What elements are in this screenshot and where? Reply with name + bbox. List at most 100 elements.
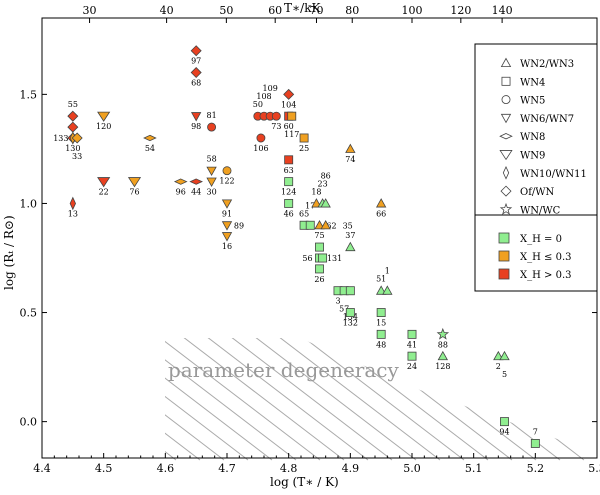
data-point <box>377 330 385 338</box>
hatch-line <box>198 330 368 460</box>
data-point <box>377 308 385 316</box>
point-label: 131 <box>327 254 342 263</box>
top-tick-label: 50 <box>219 4 233 17</box>
point-label: 63 <box>284 166 294 175</box>
data-point <box>377 199 386 207</box>
hatch-line <box>318 330 488 460</box>
point-label: 46 <box>284 209 294 218</box>
point-label: 30 <box>206 188 216 197</box>
data-point <box>223 200 232 208</box>
point-label: 128 <box>435 362 450 371</box>
point-label: 132 <box>343 319 358 328</box>
data-point <box>129 178 141 187</box>
y-tick-label: 1.5 <box>20 88 38 101</box>
legend-symbol <box>502 96 510 104</box>
legend-swatch <box>499 233 509 243</box>
point-label: 109 <box>263 84 278 93</box>
data-point <box>500 418 508 426</box>
data-point <box>438 352 447 360</box>
hatch-line <box>294 330 464 460</box>
point-label: 24 <box>407 362 417 371</box>
hatch-line <box>6 330 176 460</box>
point-label: 16 <box>222 242 232 251</box>
point-label: 120 <box>96 122 111 131</box>
point-label: 33 <box>72 152 82 161</box>
x-tick-label: 5.0 <box>403 462 421 475</box>
legend-label: WN5 <box>520 96 545 107</box>
hatch-line <box>102 330 272 460</box>
legend-label: WN9 <box>520 151 545 162</box>
data-point <box>98 178 110 187</box>
data-point <box>285 178 293 186</box>
data-point <box>207 178 216 186</box>
data-point <box>288 112 296 120</box>
data-point <box>346 243 355 251</box>
point-label: 108 <box>256 92 271 101</box>
data-point <box>272 112 280 120</box>
data-point <box>285 156 293 164</box>
legend-label: WN8 <box>520 132 545 143</box>
data-point <box>300 134 308 142</box>
data-point <box>192 113 201 121</box>
legend-label: X_H > 0.3 <box>520 270 571 281</box>
data-point <box>285 199 293 207</box>
degeneracy-annotation: parameter degeneracy <box>168 358 399 382</box>
legend-label: WN2/WN3 <box>520 59 574 70</box>
top-tick-label: 40 <box>160 4 174 17</box>
data-point <box>531 439 539 447</box>
data-point <box>144 135 156 140</box>
point-label: 73 <box>271 122 281 131</box>
hatch-line <box>270 330 440 460</box>
point-label: 25 <box>299 144 309 153</box>
point-label: 26 <box>314 275 324 284</box>
point-label: 89 <box>234 221 244 230</box>
legend-symbol <box>502 77 510 85</box>
hatch-line <box>414 330 584 460</box>
data-point <box>68 122 78 132</box>
data-point <box>98 112 110 121</box>
hatch-line <box>150 330 320 460</box>
hatch-line <box>246 330 416 460</box>
top-tick-label: 120 <box>450 4 471 17</box>
data-point <box>346 144 355 152</box>
hatch-line <box>222 330 392 460</box>
point-label: 65 <box>299 209 309 218</box>
point-label: 35 <box>343 221 353 230</box>
data-point <box>315 265 323 273</box>
point-label: 97 <box>191 57 201 66</box>
legend-label: WN6/WN7 <box>520 114 574 125</box>
point-label: 50 <box>253 100 263 109</box>
point-label: 44 <box>191 188 201 197</box>
point-label: 117 <box>284 130 299 139</box>
hatch-line <box>78 330 248 460</box>
data-point <box>191 46 201 56</box>
point-label: 23 <box>317 179 327 188</box>
top-tick-label: 140 <box>492 4 513 17</box>
data-point <box>223 222 232 230</box>
data-point <box>223 167 231 175</box>
data-point <box>175 179 187 184</box>
point-label: 1 <box>385 267 390 276</box>
point-label: 91 <box>222 209 232 218</box>
data-point <box>223 233 232 241</box>
point-label: 51 <box>376 275 386 284</box>
point-label: 48 <box>376 340 386 349</box>
data-point <box>346 308 354 316</box>
x-tick-label: 5.1 <box>465 462 483 475</box>
top-tick-label: 80 <box>345 4 359 17</box>
legend: WN2/WN3WN4WN5WN6/WN7WN8WN9WN10/WN11Of/WN… <box>475 44 597 291</box>
point-label: 55 <box>68 100 78 109</box>
y-tick-label: 0.0 <box>20 416 38 429</box>
point-label: 86 <box>321 171 331 180</box>
point-label: 5 <box>502 370 507 379</box>
point-label: 74 <box>345 155 355 164</box>
point-label: 2 <box>496 362 501 371</box>
hatch-line <box>126 330 296 460</box>
point-label: 7 <box>533 427 538 436</box>
x-tick-label: 4.9 <box>342 462 360 475</box>
point-label: 75 <box>314 231 324 240</box>
top-tick-label: 60 <box>268 4 282 17</box>
point-label: 98 <box>191 122 201 131</box>
point-label: 106 <box>253 144 268 153</box>
